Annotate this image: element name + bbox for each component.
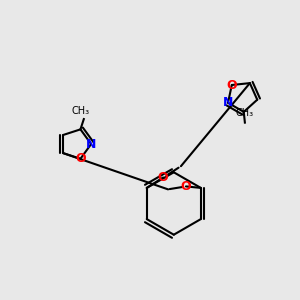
Text: O: O bbox=[75, 152, 86, 165]
Text: O: O bbox=[181, 180, 191, 193]
Text: O: O bbox=[226, 79, 237, 92]
Text: CH₃: CH₃ bbox=[236, 108, 254, 118]
Text: O: O bbox=[158, 171, 168, 184]
Text: N: N bbox=[223, 96, 233, 109]
Text: CH₃: CH₃ bbox=[72, 106, 90, 116]
Text: N: N bbox=[86, 138, 96, 151]
